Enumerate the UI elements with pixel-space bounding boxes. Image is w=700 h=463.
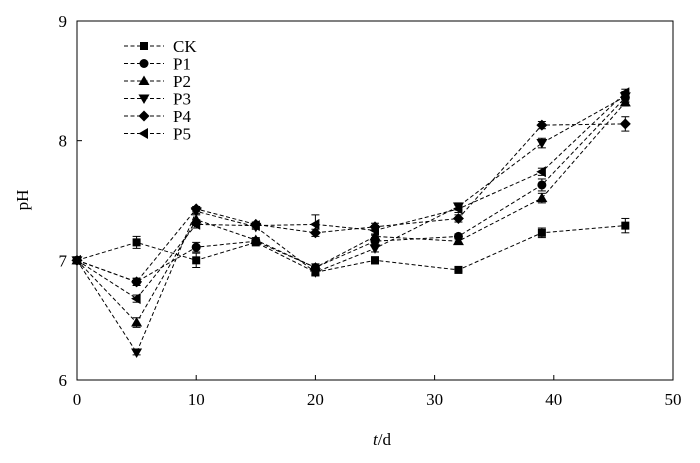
x-tick-label: 0 <box>73 390 82 409</box>
legend-marker <box>139 59 149 68</box>
legend-item: P4 <box>124 107 191 126</box>
legend-item: P2 <box>124 72 191 91</box>
legend-item: P5 <box>124 125 191 144</box>
data-point <box>536 166 546 178</box>
legend-label: P1 <box>173 55 191 74</box>
legend-item: CK <box>124 37 197 56</box>
data-point <box>71 254 81 266</box>
data-point <box>371 256 379 265</box>
data-point <box>619 87 630 99</box>
series-ck <box>73 217 630 277</box>
data-point <box>452 212 464 224</box>
data-point <box>619 118 631 130</box>
data-point <box>536 119 548 131</box>
data-point <box>452 235 464 246</box>
legend-label: P3 <box>173 90 191 109</box>
y-tick-label: 9 <box>59 12 68 31</box>
series-p5 <box>71 87 630 305</box>
legend-item: P3 <box>124 90 191 109</box>
y-tick-label: 8 <box>59 132 68 151</box>
legend-marker <box>138 75 150 85</box>
data-point <box>536 139 548 149</box>
data-point <box>369 224 379 236</box>
x-tick-label: 50 <box>665 390 682 409</box>
data-point <box>192 256 201 265</box>
y-tick-label: 6 <box>59 371 68 390</box>
x-tick-label: 40 <box>545 390 562 409</box>
data-point <box>621 221 630 230</box>
legend-label: CK <box>173 37 197 56</box>
data-point <box>309 218 320 230</box>
x-tick-label: 10 <box>188 390 205 409</box>
series-line <box>76 123 626 283</box>
x-tick-label: 20 <box>307 390 324 409</box>
axes: 0 10 20 30 40 50 6 7 8 9 <box>59 12 682 409</box>
series-line <box>76 95 626 354</box>
legend-label: P4 <box>173 107 191 126</box>
x-axis-label-unit: /d <box>378 430 392 449</box>
legend-marker <box>138 110 150 122</box>
data-point <box>131 317 143 327</box>
data-point <box>537 180 547 190</box>
data-point <box>190 203 202 215</box>
data-point <box>190 218 201 230</box>
x-axis-label-variable: t <box>373 430 379 449</box>
data-point <box>131 348 143 358</box>
series-p2 <box>71 96 631 328</box>
legend-label: P2 <box>173 72 191 91</box>
y-tick-label: 7 <box>59 251 68 270</box>
plot-frame <box>76 20 674 381</box>
legend-label: P5 <box>173 125 191 144</box>
data-point <box>452 203 463 215</box>
data-point <box>131 293 141 305</box>
data-point <box>131 276 143 288</box>
data-point <box>132 238 141 247</box>
x-tick-label: 30 <box>426 390 443 409</box>
data-point <box>536 192 548 203</box>
data-point <box>191 242 201 252</box>
y-axis-label: pH <box>13 190 32 211</box>
data-point <box>537 228 546 237</box>
plot-marks <box>71 87 631 358</box>
legend-marker <box>140 42 148 50</box>
legend-marker <box>138 128 148 139</box>
legend-marker <box>138 94 150 104</box>
legend-item: P1 <box>124 55 191 74</box>
series-line <box>76 102 626 324</box>
data-point <box>309 268 321 278</box>
data-point <box>454 265 463 274</box>
data-point <box>250 220 260 232</box>
x-axis-label: t/d <box>373 430 391 449</box>
data-point <box>250 234 262 244</box>
series-p3 <box>71 91 631 358</box>
data-point <box>369 244 381 254</box>
